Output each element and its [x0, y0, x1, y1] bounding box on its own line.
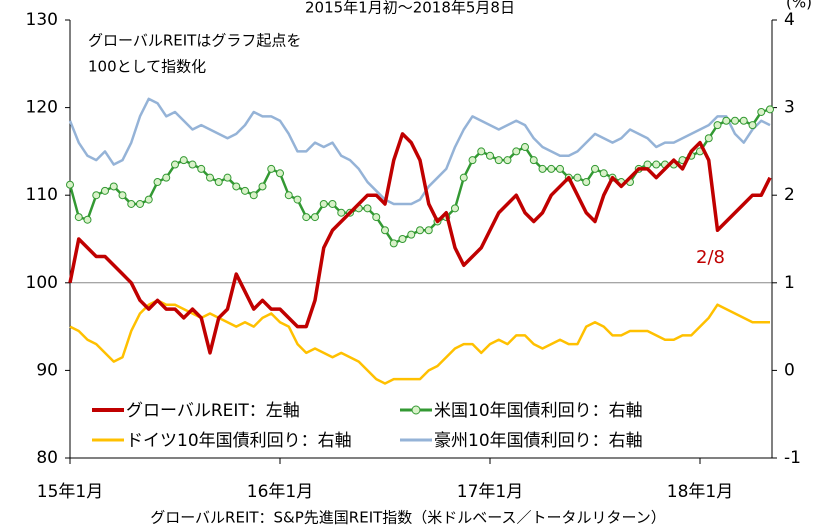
- series-marker: [766, 105, 774, 114]
- series-line: [68, 97, 771, 206]
- series-marker: [249, 191, 258, 200]
- series-marker: [258, 182, 267, 191]
- x-tick-label: 17年1月: [457, 482, 523, 502]
- series-line: [69, 299, 770, 385]
- series-marker: [118, 191, 127, 200]
- series-marker: [556, 164, 564, 173]
- y-tick-label: 110: [26, 185, 58, 205]
- series-marker: [573, 173, 582, 182]
- series-marker: [599, 169, 608, 178]
- series-marker: [153, 178, 162, 187]
- series-marker: [328, 199, 337, 208]
- series-marker: [284, 191, 293, 200]
- series-marker: [363, 204, 372, 213]
- series-marker: [477, 147, 486, 156]
- x-tick-label: 16年1月: [247, 482, 313, 502]
- y2-tick-label: 4: [784, 10, 795, 30]
- series-marker: [704, 134, 713, 143]
- annotation: 2/8: [696, 247, 725, 268]
- series-marker: [451, 204, 459, 213]
- series-marker: [311, 213, 319, 222]
- series-marker: [591, 164, 599, 173]
- y2-tick-label: 2: [784, 185, 795, 205]
- series-marker: [109, 182, 118, 191]
- series-marker: [337, 208, 346, 217]
- series-marker: [83, 215, 92, 224]
- series-marker: [643, 160, 652, 169]
- series-marker: [748, 121, 757, 130]
- series-marker: [223, 173, 232, 182]
- legend-label: 豪州10年国債利回り：右軸: [434, 430, 643, 451]
- x-tick-label: 18年1月: [667, 482, 733, 502]
- series-marker: [503, 156, 512, 165]
- series-line: [68, 132, 772, 355]
- series-marker: [101, 186, 109, 195]
- series-marker: [144, 195, 153, 204]
- series-marker: [162, 173, 171, 182]
- series-marker: [713, 121, 722, 130]
- series-marker: [372, 213, 381, 222]
- series-marker: [276, 169, 284, 178]
- y2-tick-label: -1: [784, 448, 801, 468]
- series-marker: [74, 213, 83, 222]
- series-marker: [214, 178, 223, 187]
- series-marker: [731, 116, 739, 125]
- series-marker: [459, 173, 468, 182]
- y2-unit: (%): [786, 0, 812, 12]
- series-marker: [538, 164, 547, 173]
- series-marker: [486, 151, 494, 160]
- series-marker: [302, 213, 311, 222]
- series-marker: [494, 156, 503, 165]
- y2-tick-label: 3: [784, 98, 795, 118]
- series-marker: [389, 239, 398, 248]
- series-marker: [267, 164, 276, 173]
- series-marker: [381, 226, 389, 235]
- series-marker: [232, 182, 241, 191]
- series-marker: [92, 191, 101, 200]
- series-marker: [66, 180, 74, 189]
- y-tick-label: 80: [36, 448, 58, 468]
- series-marker: [407, 230, 416, 239]
- legend-label: 米国10年国債利回り：右軸: [434, 401, 643, 421]
- y-tick-label: 130: [26, 10, 58, 30]
- y2-tick-label: 1: [784, 273, 795, 293]
- series-marker: [398, 235, 407, 243]
- series-marker: [739, 116, 748, 125]
- series-marker: [179, 156, 188, 165]
- series-marker: [188, 160, 197, 169]
- y2-tick-label: 0: [784, 360, 795, 380]
- source-note: グローバルREIT：S&P先進国REIT指数（米ドルベース／トータルリターン）: [150, 509, 666, 527]
- series-marker: [293, 195, 302, 204]
- series-marker: [136, 199, 144, 208]
- series-marker: [547, 164, 556, 173]
- chart-title: 2015年1月初～2018年5月8日: [305, 0, 515, 17]
- series-marker: [582, 178, 591, 187]
- series-marker: [241, 186, 249, 195]
- series-marker: [468, 156, 477, 165]
- legend-label: グローバルREIT：左軸: [126, 401, 300, 421]
- note: 100として指数化: [88, 58, 206, 76]
- series-marker: [206, 173, 214, 182]
- series-marker: [424, 226, 433, 235]
- legend-label: ドイツ10年国債利回り：右軸: [126, 431, 352, 451]
- series-marker: [319, 199, 328, 208]
- series-marker: [171, 160, 179, 169]
- series-marker: [757, 107, 766, 116]
- y-tick-label: 100: [26, 273, 58, 293]
- series-line: [68, 108, 771, 245]
- series-marker: [521, 143, 529, 152]
- series-marker: [416, 226, 424, 235]
- series-marker: [197, 164, 206, 173]
- y-tick-label: 90: [36, 360, 58, 380]
- series-marker: [652, 160, 661, 169]
- series-marker: [722, 116, 731, 125]
- y-tick-label: 120: [26, 98, 58, 118]
- legend-marker: [411, 405, 421, 415]
- x-tick-label: 15年1月: [37, 482, 103, 502]
- series-marker: [127, 199, 136, 208]
- series-marker: [512, 147, 521, 156]
- note: グローバルREITはグラフ起点を: [88, 32, 301, 50]
- series-marker: [529, 156, 538, 165]
